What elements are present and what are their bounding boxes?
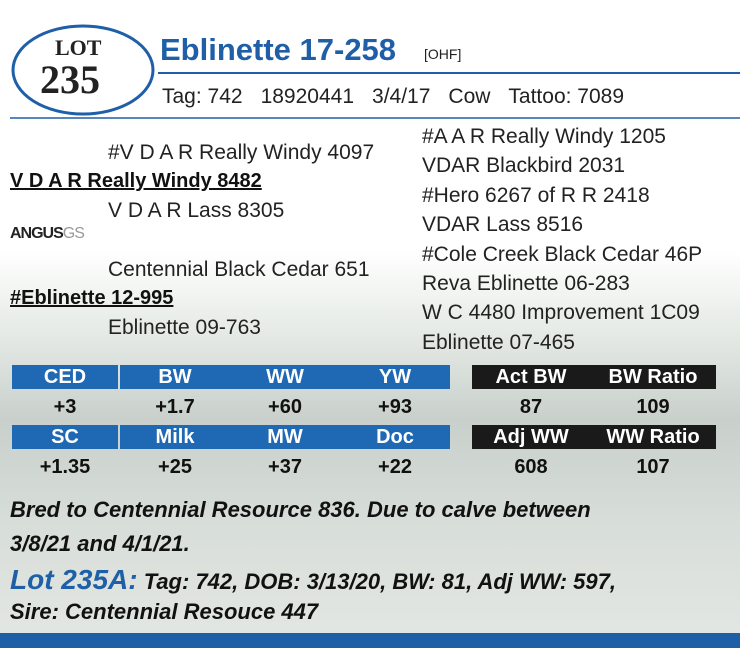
name-suffix: [OHF] [424, 46, 462, 62]
data-value: 107 [636, 456, 670, 478]
animal-name: Eblinette 17-258 [160, 32, 397, 67]
epd-value: +3 [53, 396, 77, 418]
info-item: Tag: 742 [162, 85, 243, 108]
logo-brand: ANGUS [10, 225, 64, 242]
pedigree-name: #Cole Creek Black Cedar 46P [422, 242, 703, 266]
pedigree-name: #Hero 6267 of R R 2418 [422, 183, 650, 207]
info-item: Tattoo: 7089 [508, 85, 625, 108]
data-value: 109 [636, 396, 670, 418]
calf-info: Tag: 742, DOB: 3/13/20, BW: 81, Adj WW: … [143, 569, 616, 594]
info-line: Tag: 742 18920441 3/4/17 Cow Tattoo: 7089 [162, 86, 624, 107]
pedigree-name: W C 4480 Improvement 1C09 [422, 301, 700, 325]
data-header: WW Ratio [590, 425, 716, 449]
calf-line: Lot 235A: Tag: 742, DOB: 3/13/20, BW: 81… [10, 566, 616, 594]
epd-header: WW [230, 365, 340, 389]
epd-value: +37 [268, 456, 302, 478]
epd-value: +22 [378, 456, 412, 478]
info-item: 18920441 [260, 85, 355, 108]
epd-header: Doc [340, 425, 450, 449]
bred-note: 3/8/21 and 4/1/21. [10, 531, 190, 556]
info-item: 3/4/17 [372, 85, 431, 108]
info-item: Cow [448, 85, 491, 108]
bottom-bar [0, 633, 740, 648]
bred-note: Bred to Centennial Resource 836. Due to … [10, 497, 591, 522]
epd-header: MW [230, 425, 340, 449]
pedigree-name: VDAR Blackbird 2031 [422, 154, 626, 178]
epd-header: CED [12, 365, 118, 389]
epd-header: Milk [120, 425, 230, 449]
epd-value: +25 [158, 456, 192, 478]
data-header: BW Ratio [590, 365, 716, 389]
epd-header: SC [12, 425, 118, 449]
logo-suffix: GS [62, 225, 85, 242]
angus-logo: ANGUSGS [10, 225, 85, 242]
data-value: 608 [514, 456, 548, 478]
pedigree-name: #V D A R Really Windy 4097 [108, 141, 375, 164]
pedigree-name: Eblinette 09-763 [108, 316, 261, 339]
lot-number: 235 [40, 57, 100, 102]
epd-header: YW [340, 365, 450, 389]
lot-oval [11, 24, 155, 116]
pedigree-name: Centennial Black Cedar 651 [108, 258, 370, 281]
lot-label: LOT [55, 35, 102, 60]
pedigree-name: #A A R Really Windy 1205 [422, 125, 666, 148]
calf-lot: Lot 235A: [10, 564, 138, 595]
data-header: Adj WW [472, 425, 590, 449]
pedigree-name: Reva Eblinette 06-283 [422, 272, 630, 295]
epd-value: +1.35 [39, 456, 91, 478]
epd-header: BW [120, 365, 230, 389]
pedigree-name: VDAR Lass 8516 [422, 213, 584, 237]
data-value: 87 [519, 396, 543, 418]
epd-value: +60 [268, 396, 302, 418]
epd-value: +93 [378, 396, 412, 418]
sire: V D A R Really Windy 8482 [10, 170, 262, 192]
pedigree-name: V D A R Lass 8305 [108, 199, 285, 222]
calf-sire: Sire: Centennial Resouce 447 [10, 599, 319, 624]
dam: #Eblinette 12-995 [10, 287, 174, 309]
epd-value: +1.7 [155, 396, 195, 418]
data-header: Act BW [472, 365, 590, 389]
pedigree-name: Eblinette 07-465 [422, 330, 575, 354]
